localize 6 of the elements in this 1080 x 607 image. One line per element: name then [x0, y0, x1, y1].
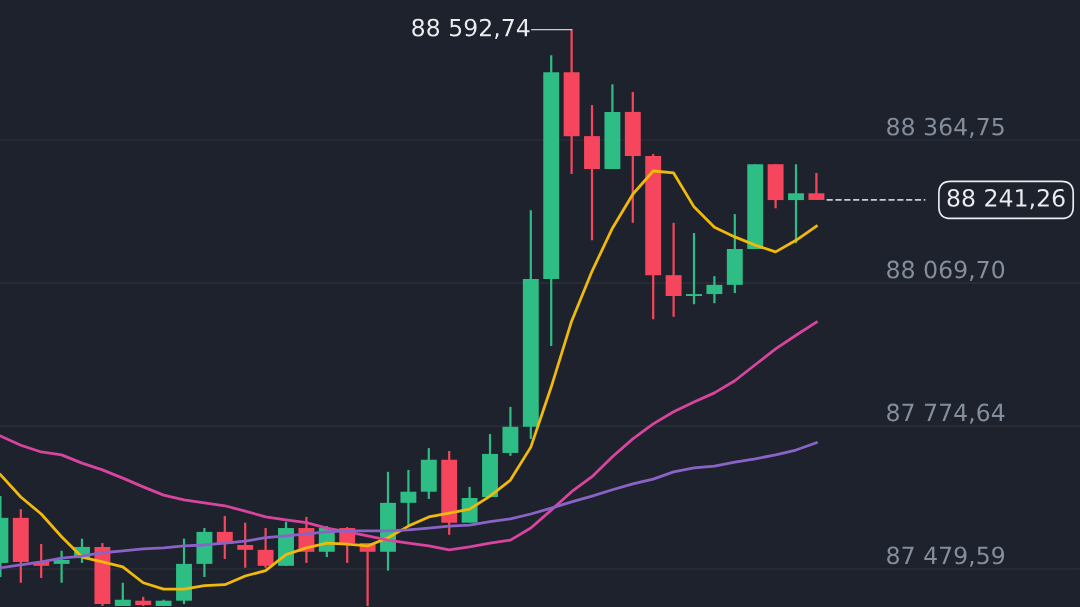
annotation: 88 592,74: [412, 18, 530, 39]
y-tick-label: 87 774,64: [887, 403, 1005, 424]
y-tick-label: 88 364,75: [887, 117, 1004, 138]
ref-line-label: 88 241,26: [947, 188, 1065, 210]
y-tick-label: 88 069,70: [887, 260, 1005, 281]
y-tick-label: 87 479,59: [887, 546, 1005, 567]
